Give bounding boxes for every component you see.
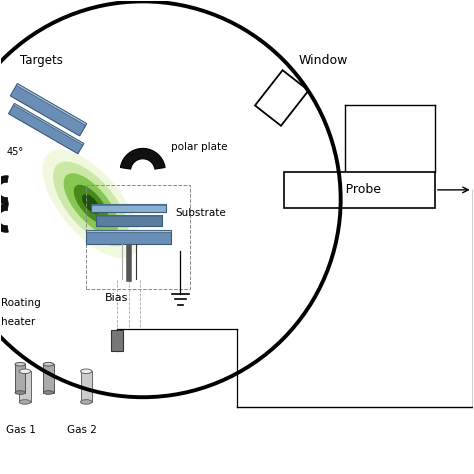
Polygon shape	[91, 203, 166, 205]
Polygon shape	[14, 103, 84, 145]
Polygon shape	[96, 215, 162, 217]
Polygon shape	[86, 230, 171, 244]
Ellipse shape	[64, 173, 118, 235]
Polygon shape	[16, 83, 87, 126]
Ellipse shape	[15, 391, 26, 394]
Text: 45°: 45°	[6, 147, 23, 157]
Text: heater: heater	[1, 317, 36, 327]
Ellipse shape	[15, 363, 26, 366]
Text: Targets: Targets	[20, 55, 63, 67]
Text: Bias: Bias	[105, 293, 128, 303]
Ellipse shape	[74, 185, 108, 223]
Ellipse shape	[82, 194, 100, 214]
Bar	[43, 364, 54, 392]
Text: Gas 1: Gas 1	[6, 426, 36, 436]
Ellipse shape	[19, 400, 31, 404]
Bar	[86, 185, 190, 289]
Polygon shape	[91, 203, 166, 212]
Polygon shape	[255, 70, 309, 126]
Polygon shape	[96, 215, 162, 227]
Polygon shape	[0, 176, 9, 204]
Ellipse shape	[53, 162, 129, 246]
Bar	[111, 330, 123, 351]
Ellipse shape	[43, 391, 54, 394]
Polygon shape	[9, 103, 84, 154]
Ellipse shape	[19, 369, 31, 374]
Ellipse shape	[81, 369, 92, 374]
Text: Window: Window	[298, 55, 347, 67]
Ellipse shape	[43, 150, 139, 258]
Polygon shape	[0, 204, 9, 232]
Polygon shape	[86, 230, 171, 232]
Text: polar plate: polar plate	[171, 142, 228, 152]
Polygon shape	[10, 83, 87, 136]
Text: I Probe: I Probe	[338, 183, 381, 196]
Bar	[15, 364, 26, 392]
Bar	[81, 371, 92, 402]
Text: Gas 2: Gas 2	[67, 426, 97, 436]
Text: Substrate: Substrate	[176, 209, 227, 219]
Polygon shape	[120, 148, 165, 169]
Bar	[19, 371, 31, 402]
Bar	[284, 172, 435, 208]
Ellipse shape	[43, 363, 54, 366]
Ellipse shape	[81, 400, 92, 404]
Text: Roating: Roating	[1, 298, 41, 308]
